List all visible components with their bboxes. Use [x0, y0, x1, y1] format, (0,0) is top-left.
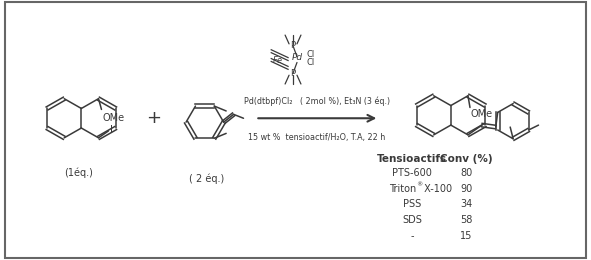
Text: 58: 58	[460, 215, 473, 225]
Text: X-100: X-100	[421, 184, 452, 194]
Text: -: -	[410, 231, 414, 241]
Text: ®: ®	[416, 182, 422, 187]
Text: P: P	[290, 41, 296, 50]
Text: OMe: OMe	[471, 109, 493, 119]
Text: 34: 34	[460, 199, 472, 209]
Text: Pd: Pd	[291, 53, 303, 62]
Text: PSS: PSS	[403, 199, 421, 209]
Text: PTS-600: PTS-600	[392, 168, 432, 178]
Text: +: +	[146, 109, 161, 127]
Text: Triton: Triton	[389, 184, 417, 194]
Text: Cl: Cl	[307, 50, 315, 59]
Text: 15 wt %  tensioactif/H₂O, T.A, 22 h: 15 wt % tensioactif/H₂O, T.A, 22 h	[248, 133, 385, 142]
Text: Fe: Fe	[273, 56, 283, 65]
Text: Conv (%): Conv (%)	[440, 154, 493, 165]
Text: Tensioactifs: Tensioactifs	[377, 154, 447, 165]
Text: Cl: Cl	[307, 58, 315, 67]
Text: 90: 90	[460, 184, 472, 194]
Text: OMe: OMe	[102, 113, 125, 123]
Text: (1éq.): (1éq.)	[64, 167, 93, 178]
Text: ( 2 éq.): ( 2 éq.)	[189, 173, 225, 184]
Text: I: I	[111, 125, 113, 135]
Text: Pd(dtbpf)Cl₂   ( 2mol %), Et₃N (3 éq.): Pd(dtbpf)Cl₂ ( 2mol %), Et₃N (3 éq.)	[243, 96, 390, 106]
Text: SDS: SDS	[402, 215, 422, 225]
Text: P: P	[290, 69, 296, 78]
Text: 15: 15	[460, 231, 473, 241]
Text: 80: 80	[460, 168, 472, 178]
